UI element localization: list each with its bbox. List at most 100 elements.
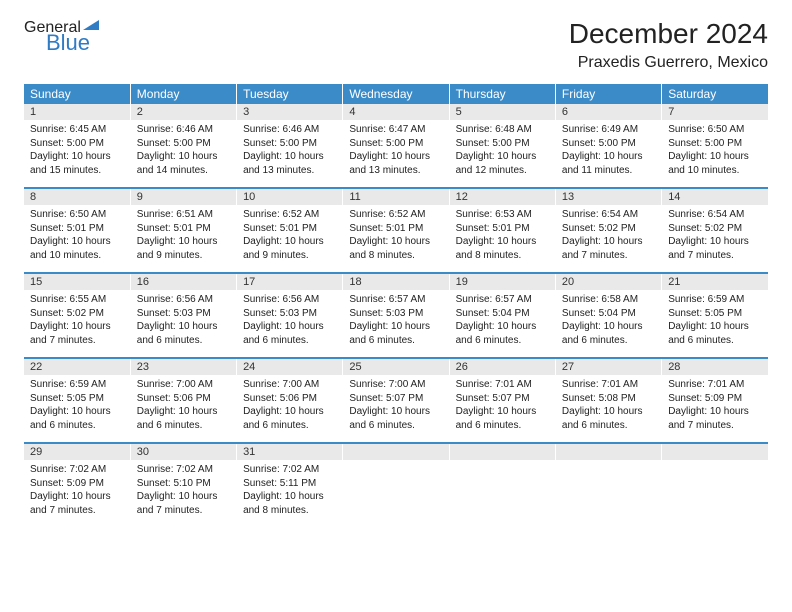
daylight-text-1: Daylight: 10 hours xyxy=(668,320,762,334)
sunrise-text: Sunrise: 6:58 AM xyxy=(562,293,655,307)
daylight-text-1: Daylight: 10 hours xyxy=(243,405,336,419)
daylight-text-1: Daylight: 10 hours xyxy=(137,235,230,249)
day-number-cell: 13 xyxy=(555,188,661,205)
day-number-cell xyxy=(662,443,768,460)
day-content-cell: Sunrise: 6:56 AMSunset: 5:03 PMDaylight:… xyxy=(237,290,343,358)
daylight-text-2: and 6 minutes. xyxy=(456,419,549,433)
day-content-cell: Sunrise: 6:57 AMSunset: 5:03 PMDaylight:… xyxy=(343,290,449,358)
sunset-text: Sunset: 5:08 PM xyxy=(562,392,655,406)
sunrise-text: Sunrise: 6:57 AM xyxy=(349,293,442,307)
daylight-text-1: Daylight: 10 hours xyxy=(243,235,336,249)
day-content-cell: Sunrise: 6:52 AMSunset: 5:01 PMDaylight:… xyxy=(237,205,343,273)
daylight-text-1: Daylight: 10 hours xyxy=(668,235,762,249)
day-content-cell: Sunrise: 6:58 AMSunset: 5:04 PMDaylight:… xyxy=(555,290,661,358)
sunrise-text: Sunrise: 6:46 AM xyxy=(243,123,336,137)
sunset-text: Sunset: 5:02 PM xyxy=(562,222,655,236)
day-content-row: Sunrise: 6:50 AMSunset: 5:01 PMDaylight:… xyxy=(24,205,768,273)
daylight-text-2: and 6 minutes. xyxy=(562,334,655,348)
day-number-cell: 1 xyxy=(24,104,130,120)
daylight-text-2: and 15 minutes. xyxy=(30,164,124,178)
day-content-cell: Sunrise: 6:54 AMSunset: 5:02 PMDaylight:… xyxy=(662,205,768,273)
daylight-text-1: Daylight: 10 hours xyxy=(456,320,549,334)
day-number-cell: 24 xyxy=(237,358,343,375)
day-number-cell: 17 xyxy=(237,273,343,290)
sunset-text: Sunset: 5:05 PM xyxy=(668,307,762,321)
day-content-row: Sunrise: 6:55 AMSunset: 5:02 PMDaylight:… xyxy=(24,290,768,358)
title-block: December 2024 Praxedis Guerrero, Mexico xyxy=(569,18,768,72)
sunset-text: Sunset: 5:03 PM xyxy=(137,307,230,321)
day-number-cell: 25 xyxy=(343,358,449,375)
sunset-text: Sunset: 5:00 PM xyxy=(243,137,336,151)
sunset-text: Sunset: 5:09 PM xyxy=(30,477,124,491)
daylight-text-1: Daylight: 10 hours xyxy=(456,405,549,419)
weekday-saturday: Saturday xyxy=(662,84,768,104)
daylight-text-2: and 8 minutes. xyxy=(349,249,442,263)
day-content-cell: Sunrise: 7:00 AMSunset: 5:07 PMDaylight:… xyxy=(343,375,449,443)
sunset-text: Sunset: 5:00 PM xyxy=(349,137,442,151)
day-content-cell: Sunrise: 6:48 AMSunset: 5:00 PMDaylight:… xyxy=(449,120,555,188)
sunrise-text: Sunrise: 6:55 AM xyxy=(30,293,124,307)
daylight-text-2: and 6 minutes. xyxy=(562,419,655,433)
weekday-thursday: Thursday xyxy=(449,84,555,104)
daylight-text-1: Daylight: 10 hours xyxy=(243,150,336,164)
header: General Blue December 2024 Praxedis Guer… xyxy=(24,18,768,72)
daylight-text-1: Daylight: 10 hours xyxy=(562,150,655,164)
day-content-cell: Sunrise: 7:01 AMSunset: 5:07 PMDaylight:… xyxy=(449,375,555,443)
logo-text-blue: Blue xyxy=(46,32,101,54)
daylight-text-1: Daylight: 10 hours xyxy=(562,405,655,419)
day-number-cell: 23 xyxy=(130,358,236,375)
sunset-text: Sunset: 5:06 PM xyxy=(137,392,230,406)
daylight-text-2: and 10 minutes. xyxy=(30,249,124,263)
daylight-text-1: Daylight: 10 hours xyxy=(562,320,655,334)
sunrise-text: Sunrise: 6:56 AM xyxy=(243,293,336,307)
sunrise-text: Sunrise: 6:50 AM xyxy=(30,208,124,222)
day-number-row: 293031 xyxy=(24,443,768,460)
day-number-cell: 14 xyxy=(662,188,768,205)
sunset-text: Sunset: 5:06 PM xyxy=(243,392,336,406)
sunrise-text: Sunrise: 6:45 AM xyxy=(30,123,124,137)
day-number-row: 15161718192021 xyxy=(24,273,768,290)
day-number-cell: 5 xyxy=(449,104,555,120)
sunrise-text: Sunrise: 6:54 AM xyxy=(562,208,655,222)
daylight-text-2: and 11 minutes. xyxy=(562,164,655,178)
day-number-cell: 15 xyxy=(24,273,130,290)
daylight-text-2: and 8 minutes. xyxy=(456,249,549,263)
day-content-cell: Sunrise: 6:53 AMSunset: 5:01 PMDaylight:… xyxy=(449,205,555,273)
sunset-text: Sunset: 5:01 PM xyxy=(137,222,230,236)
day-content-cell: Sunrise: 7:01 AMSunset: 5:08 PMDaylight:… xyxy=(555,375,661,443)
day-content-cell: Sunrise: 7:01 AMSunset: 5:09 PMDaylight:… xyxy=(662,375,768,443)
sunrise-text: Sunrise: 7:00 AM xyxy=(243,378,336,392)
sunrise-text: Sunrise: 6:52 AM xyxy=(349,208,442,222)
sunset-text: Sunset: 5:11 PM xyxy=(243,477,336,491)
day-content-row: Sunrise: 7:02 AM Sunset: 5:09 PM Daylight:… xyxy=(24,460,768,527)
day-content-cell: Sunrise: 7:02 AMSunset: 5:09 PMDaylight:… xyxy=(24,460,130,527)
daylight-text-2: and 7 minutes. xyxy=(30,334,124,348)
sunrise-text: Sunrise: 6:51 AM xyxy=(137,208,230,222)
day-number-cell: 26 xyxy=(449,358,555,375)
sunrise-text: Sunrise: 7:02 AM xyxy=(243,463,336,477)
day-number-cell xyxy=(343,443,449,460)
day-number-cell: 9 xyxy=(130,188,236,205)
weekday-sunday: Sunday xyxy=(24,84,130,104)
daylight-text-2: and 9 minutes. xyxy=(243,249,336,263)
sunrise-text: Sunrise: 7:02 AM xyxy=(137,463,230,477)
day-content-cell: Sunrise: 6:45 AMSunset: 5:00 PMDaylight:… xyxy=(24,120,130,188)
day-number-cell: 19 xyxy=(449,273,555,290)
daylight-text-2: and 6 minutes. xyxy=(456,334,549,348)
daylight-text-2: and 6 minutes. xyxy=(349,419,442,433)
daylight-text-2: and 7 minutes. xyxy=(668,249,762,263)
day-number-cell: 2 xyxy=(130,104,236,120)
day-content-cell: Sunrise: 6:54 AMSunset: 5:02 PMDaylight:… xyxy=(555,205,661,273)
daylight-text-2: and 13 minutes. xyxy=(243,164,336,178)
daylight-text-1: Daylight: 10 hours xyxy=(243,490,336,504)
daylight-text-2: and 6 minutes. xyxy=(349,334,442,348)
day-number-cell: 12 xyxy=(449,188,555,205)
day-number-cell: 31 xyxy=(237,443,343,460)
sunset-text: Sunset: 5:01 PM xyxy=(349,222,442,236)
page-title: December 2024 xyxy=(569,18,768,50)
daylight-text-2: and 8 minutes. xyxy=(243,504,336,518)
weekday-tuesday: Tuesday xyxy=(237,84,343,104)
day-number-cell: 16 xyxy=(130,273,236,290)
sunset-text: Sunset: 5:09 PM xyxy=(668,392,762,406)
day-content-cell: Sunrise: 6:59 AMSunset: 5:05 PMDaylight:… xyxy=(24,375,130,443)
